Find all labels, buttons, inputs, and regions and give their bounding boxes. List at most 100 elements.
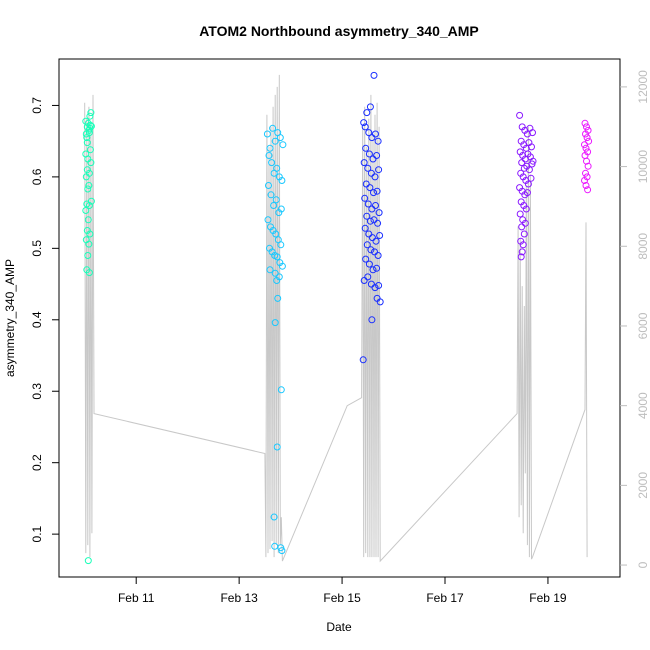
point-1-16 [272,196,280,204]
y-tick-label: 0.6 [30,168,44,185]
point-0-22 [82,207,90,214]
point-3-25 [524,180,532,188]
point-2-2 [366,103,374,111]
point-1-24 [277,241,285,249]
point-2-6 [368,134,376,142]
point-2-11 [369,155,377,163]
y-tick-label: 0.4 [30,311,44,328]
point-3-0 [516,111,524,119]
point-2-5 [365,129,373,137]
y2-tick-label: 8000 [636,233,650,260]
point-4-0 [581,119,589,127]
point-1-8 [268,159,276,167]
point-2-19 [366,184,374,192]
point-2-42 [369,266,377,274]
point-0-33 [86,112,94,120]
x-tick-label: Feb 11 [118,591,155,605]
point-2-0 [360,119,368,127]
line-series-layer [84,74,588,563]
point-1-13 [265,182,272,189]
point-2-10 [365,150,373,158]
point-0-13 [83,166,91,174]
point-1-2 [269,124,277,132]
point-2-39 [374,252,382,259]
point-2-43 [373,264,381,272]
point-2-8 [374,137,382,145]
point-2-33 [368,234,376,242]
y-tick-label: 0.7 [30,97,44,114]
point-1-31 [266,266,274,274]
point-4-7 [582,144,590,152]
point-4-3 [582,130,589,138]
point-2-46 [371,284,379,292]
point-0-32 [87,109,95,117]
line-series-0 [84,74,588,563]
point-0-23 [84,216,92,224]
point-0-27 [85,240,93,248]
y2-tick-label: 0 [636,561,650,568]
point-2-35 [376,232,384,239]
x-tick-label: Feb 19 [529,591,567,605]
point-0-28 [84,252,92,259]
point-3-26 [527,174,535,182]
point-2-22 [361,194,369,202]
point-2-27 [363,212,371,220]
point-4-6 [581,141,588,149]
point-4-11 [584,162,592,170]
point-2-34 [372,237,380,245]
point-2-4 [361,123,369,131]
point-2-29 [370,216,378,224]
point-2-36 [363,241,371,249]
point-4-14 [581,177,588,184]
point-0-6 [86,124,94,132]
point-4-4 [583,134,591,142]
point-0-16 [85,182,93,189]
scatter-points-layer [82,71,593,565]
point-3-33 [522,205,530,213]
point-3-3 [523,130,531,138]
point-1-0 [263,130,271,138]
point-4-5 [585,137,593,145]
point-3-40 [519,241,527,249]
point-2-31 [361,224,369,232]
point-2-48 [360,277,368,284]
point-0-17 [87,159,95,167]
point-2-9 [362,144,370,152]
point-4-15 [582,182,590,189]
point-0-34 [83,139,91,147]
point-2-45 [367,280,375,288]
point-2-18 [362,180,370,188]
point-2-13 [360,159,368,167]
point-0-9 [85,129,93,137]
point-0-31 [84,557,92,565]
point-2-51 [368,316,376,324]
point-2-50 [376,298,384,306]
point-1-10 [273,164,281,172]
point-3-30 [523,189,531,197]
point-2-16 [371,173,379,181]
x-axis: Feb 11 Feb 13 Feb 15 Feb 17 Feb 19 [118,577,567,605]
point-3-17 [518,159,526,167]
point-2-28 [366,217,374,225]
point-2-3 [370,71,378,79]
point-3-37 [518,223,526,231]
point-0-7 [87,122,95,130]
point-1-18 [277,205,285,213]
point-2-7 [372,130,379,138]
point-2-52 [359,356,367,364]
point-0-21 [87,197,95,205]
y-tick-label: 0.1 [30,525,44,542]
point-2-30 [374,219,382,227]
point-4-10 [583,157,590,165]
point-2-32 [365,230,373,238]
point-1-39 [270,513,278,521]
point-1-22 [272,230,280,238]
point-1-1 [266,144,274,152]
point-2-25 [372,202,379,209]
point-2-1 [363,109,371,117]
point-1-37 [277,386,285,394]
point-1-40 [271,542,279,550]
point-1-19 [264,216,272,224]
point-2-15 [367,169,375,177]
